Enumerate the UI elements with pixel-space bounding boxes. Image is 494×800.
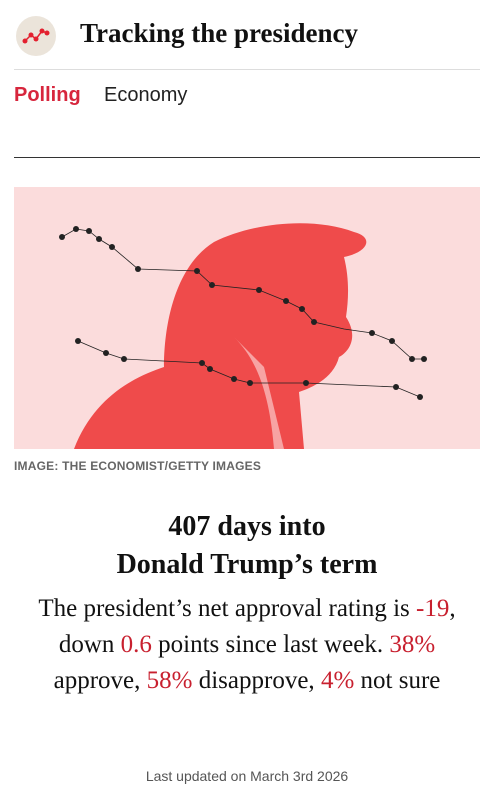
last-updated: Last updated on March 3rd 2026 (145, 768, 349, 784)
summary-text: approve, (53, 667, 147, 694)
image-credit: IMAGE: THE ECONOMIST/GETTY IMAGES (14, 459, 262, 473)
change: 0.6 (120, 631, 152, 658)
net-approval: -19 (416, 595, 450, 622)
illustration (14, 187, 480, 449)
divider (14, 69, 480, 70)
summary: The president’s net approval rating is -… (37, 591, 457, 699)
summary-text: not sure (354, 667, 441, 694)
summary-text: The president’s net approval rating is (38, 595, 417, 622)
headline-line: Donald Trump’s term (116, 549, 378, 580)
tab[interactable]: Economy (104, 84, 188, 106)
summary-text: , down (58, 595, 456, 658)
not-sure: 4% (320, 667, 355, 694)
tab-active[interactable]: Polling (14, 84, 81, 106)
logo[interactable] (16, 16, 56, 56)
headline: 407 days into Donald Trump’s term (0, 508, 494, 584)
approve: 38% (389, 631, 436, 658)
app-title: Tracking the presidency (80, 18, 359, 48)
summary-text: disapprove, (192, 667, 321, 694)
headline-line: 407 days into (168, 511, 326, 542)
summary-text: points since last week. (151, 631, 390, 658)
disapprove: 58% (146, 667, 193, 694)
divider (14, 157, 480, 158)
